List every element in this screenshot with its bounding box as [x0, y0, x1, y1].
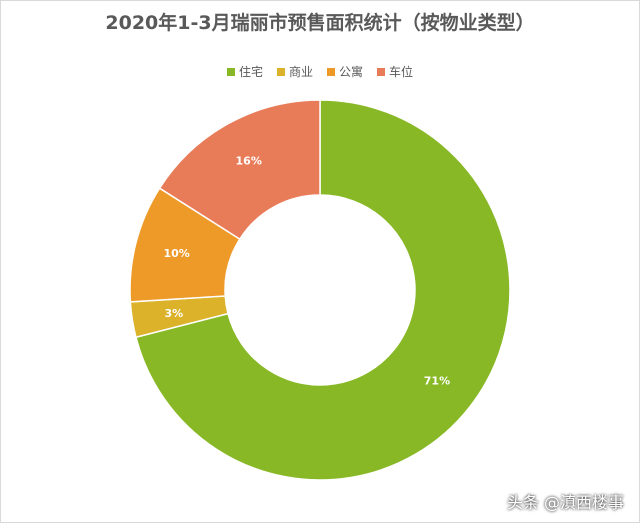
- legend-swatch-parking: [377, 67, 386, 76]
- legend-label-residential: 住宅: [238, 65, 263, 79]
- data-label-commercial: 3%: [164, 307, 183, 320]
- data-label-residential: 71%: [424, 375, 450, 388]
- legend-item-residential: 住宅: [226, 63, 263, 80]
- legend-label-parking: 车位: [389, 65, 414, 79]
- legend-item-commercial: 商业: [276, 63, 313, 80]
- donut-slice-parking: [158, 99, 321, 241]
- legend-item-parking: 车位: [377, 63, 413, 80]
- chart-title: 2020年1-3月瑞丽市预售面积统计（按物业类型）: [105, 12, 535, 34]
- data-label-apartment: 10%: [163, 247, 189, 260]
- data-label-parking: 16%: [236, 154, 262, 167]
- legend-swatch-residential: [226, 67, 235, 76]
- legend-label-apartment: 公寓: [339, 65, 364, 79]
- legend-swatch-apartment: [327, 67, 335, 76]
- legend-item-apartment: 公寓: [327, 63, 363, 80]
- donut-slice-residential: [135, 99, 511, 481]
- chart-legend: 住宅 商业 公寓 车位: [0, 63, 640, 80]
- legend-swatch-commercial: [276, 67, 285, 76]
- watermark-text: 头条 @滇西楼事: [506, 493, 624, 512]
- legend-label-commercial: 商业: [288, 65, 313, 79]
